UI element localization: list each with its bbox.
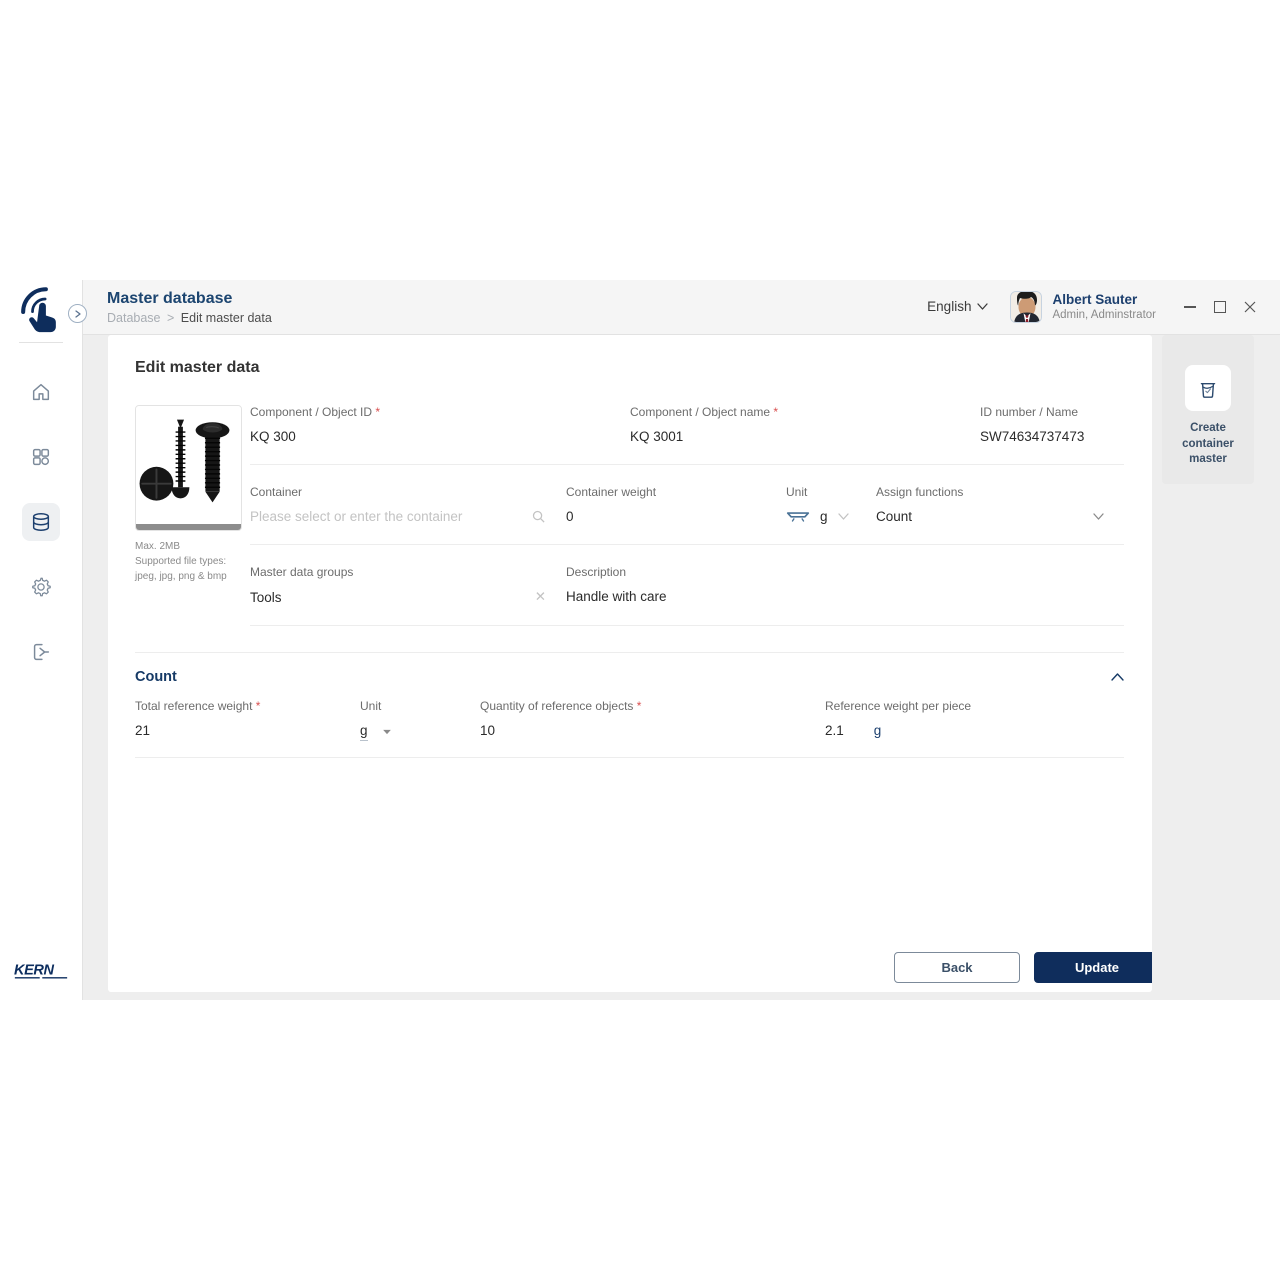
svg-text:KERN: KERN	[14, 962, 54, 978]
